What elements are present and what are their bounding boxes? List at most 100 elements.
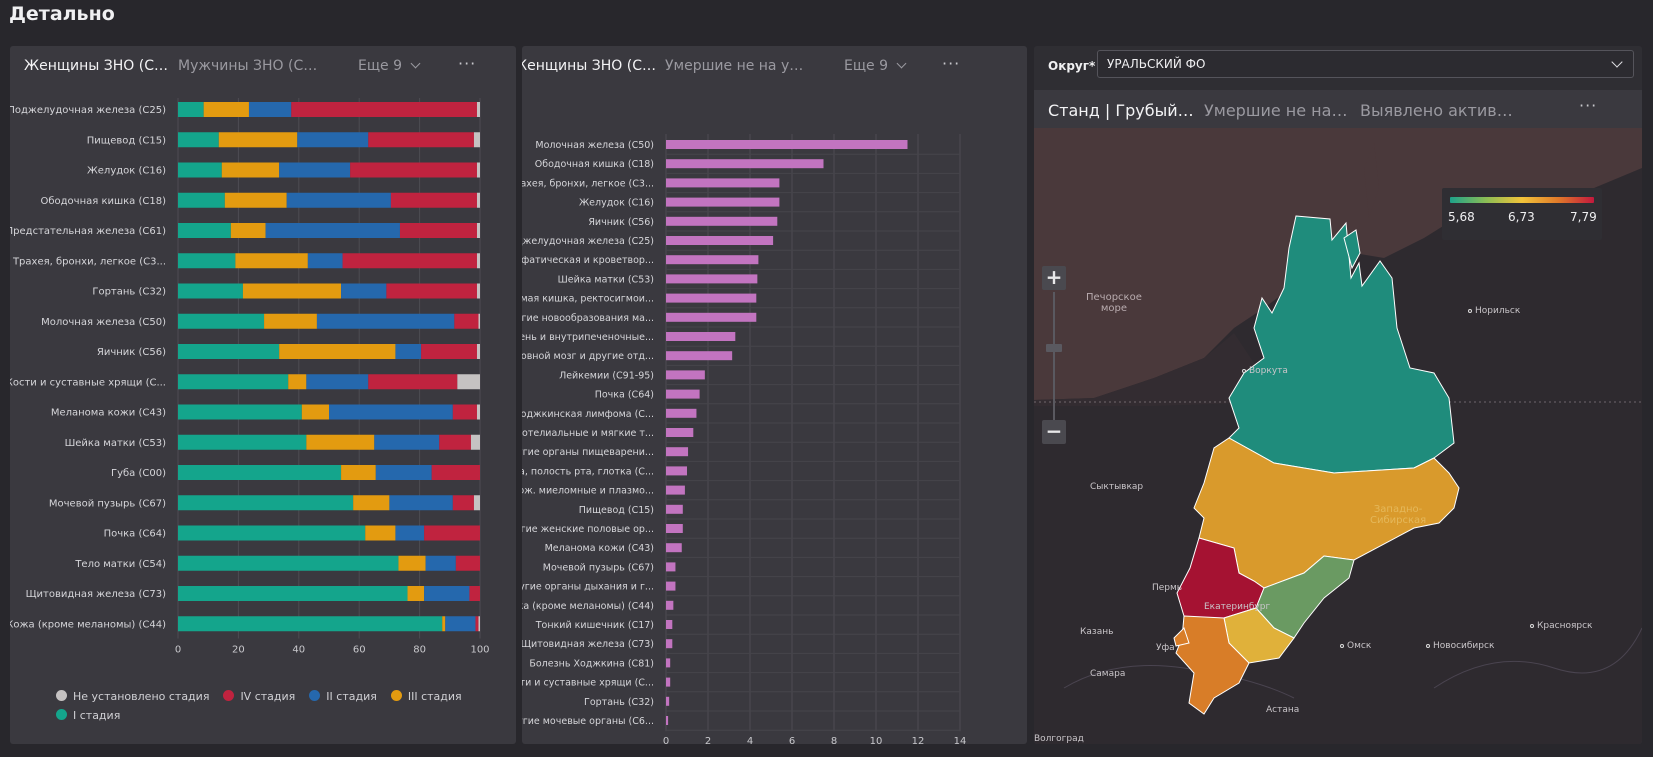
bar-segment[interactable] bbox=[398, 555, 426, 571]
legend-item[interactable]: III стадия bbox=[390, 690, 462, 703]
bar-segment[interactable] bbox=[368, 374, 458, 390]
zoom-out-button[interactable]: − bbox=[1042, 420, 1066, 444]
choropleth-map[interactable]: Печорское море Норильск Воркута Сыктывка… bbox=[1034, 128, 1642, 744]
bar-segment[interactable] bbox=[306, 374, 369, 390]
bar-segment[interactable] bbox=[476, 283, 480, 299]
legend-item[interactable]: IV стадия bbox=[223, 690, 295, 703]
bar-segment[interactable] bbox=[178, 253, 236, 269]
zoom-slider-handle[interactable] bbox=[1046, 344, 1062, 352]
bar[interactable] bbox=[666, 658, 671, 668]
bar-segment[interactable] bbox=[264, 313, 317, 329]
bar-segment[interactable] bbox=[445, 616, 476, 632]
tab-women-zno[interactable]: Женщины ЗНО (Стан... bbox=[522, 58, 658, 74]
bar-segment[interactable] bbox=[178, 586, 408, 601]
bar-segment[interactable] bbox=[386, 283, 477, 299]
bar-segment[interactable] bbox=[475, 616, 479, 632]
bar-segment[interactable] bbox=[476, 404, 480, 420]
bar-segment[interactable] bbox=[424, 525, 480, 541]
bar-segment[interactable] bbox=[286, 192, 391, 208]
bar-segment[interactable] bbox=[279, 162, 351, 178]
bar[interactable] bbox=[666, 639, 673, 649]
bar-segment[interactable] bbox=[407, 586, 425, 601]
bar[interactable] bbox=[666, 389, 700, 399]
bar[interactable] bbox=[666, 293, 757, 303]
bar-segment[interactable] bbox=[476, 344, 480, 359]
bar-segment[interactable] bbox=[442, 616, 446, 632]
bar-segment[interactable] bbox=[221, 162, 280, 178]
bar-segment[interactable] bbox=[341, 283, 387, 299]
bar-segment[interactable] bbox=[425, 555, 456, 571]
bar-segment[interactable] bbox=[473, 495, 480, 511]
bar-segment[interactable] bbox=[439, 434, 471, 450]
bar[interactable] bbox=[666, 677, 671, 687]
bar-segment[interactable] bbox=[353, 495, 390, 511]
bar-segment[interactable] bbox=[178, 223, 231, 238]
bar[interactable] bbox=[666, 370, 705, 380]
region-yamal-peninsula-part[interactable] bbox=[1343, 229, 1361, 270]
bar-segment[interactable] bbox=[178, 283, 243, 299]
bar-segment[interactable] bbox=[178, 404, 302, 420]
bar-segment[interactable] bbox=[279, 344, 396, 359]
bar-segment[interactable] bbox=[457, 374, 480, 390]
bar-segment[interactable] bbox=[178, 465, 342, 480]
bar-segment[interactable] bbox=[375, 465, 432, 480]
bar[interactable] bbox=[666, 562, 676, 572]
bar-segment[interactable] bbox=[203, 102, 249, 117]
bar-segment[interactable] bbox=[178, 102, 204, 117]
bar[interactable] bbox=[666, 312, 757, 322]
zoom-slider-track[interactable] bbox=[1053, 292, 1055, 420]
bar[interactable] bbox=[666, 620, 673, 629]
bar-segment[interactable] bbox=[476, 192, 480, 208]
bar-segment[interactable] bbox=[235, 253, 308, 269]
bar-segment[interactable] bbox=[469, 586, 480, 601]
bar-segment[interactable] bbox=[424, 586, 470, 601]
bar[interactable] bbox=[666, 178, 780, 188]
bar[interactable] bbox=[666, 351, 733, 361]
bar[interactable] bbox=[666, 581, 676, 591]
bar-segment[interactable] bbox=[473, 132, 480, 148]
bar-segment[interactable] bbox=[307, 253, 343, 269]
bar-segment[interactable] bbox=[178, 132, 219, 148]
bar-segment[interactable] bbox=[395, 525, 425, 541]
bar-segment[interactable] bbox=[452, 495, 474, 511]
bar-segment[interactable] bbox=[178, 344, 280, 359]
bar[interactable] bbox=[666, 332, 736, 341]
bar-segment[interactable] bbox=[476, 253, 480, 269]
bar-segment[interactable] bbox=[178, 374, 289, 390]
bar[interactable] bbox=[666, 197, 780, 207]
bar-segment[interactable] bbox=[329, 404, 453, 420]
zoom-in-button[interactable]: + bbox=[1042, 266, 1066, 290]
bar[interactable] bbox=[666, 485, 685, 495]
bar[interactable] bbox=[666, 255, 759, 265]
bar-segment[interactable] bbox=[452, 404, 477, 420]
bar-segment[interactable] bbox=[178, 192, 225, 208]
bar-segment[interactable] bbox=[178, 555, 399, 571]
bar-segment[interactable] bbox=[342, 253, 477, 269]
bar-segment[interactable] bbox=[224, 192, 287, 208]
bar-segment[interactable] bbox=[218, 132, 298, 148]
bar-segment[interactable] bbox=[178, 616, 443, 632]
region-chelyabinsk-part[interactable] bbox=[1173, 627, 1190, 647]
district-select[interactable]: УРАЛЬСКИЙ ФО bbox=[1097, 50, 1634, 78]
bar-segment[interactable] bbox=[368, 132, 474, 148]
bar-segment[interactable] bbox=[306, 434, 375, 450]
bar-segment[interactable] bbox=[478, 616, 480, 632]
bar-segment[interactable] bbox=[316, 313, 455, 329]
bar-segment[interactable] bbox=[476, 223, 480, 238]
more-horizontal-icon[interactable]: ··· bbox=[458, 54, 477, 73]
bar-segment[interactable] bbox=[455, 555, 480, 571]
bar[interactable] bbox=[666, 159, 824, 169]
bar-segment[interactable] bbox=[341, 465, 376, 480]
bar[interactable] bbox=[666, 216, 778, 226]
bar[interactable] bbox=[666, 408, 697, 418]
tab-men-zno[interactable]: Мужчины ЗНО (Стан... bbox=[178, 58, 324, 74]
bar[interactable] bbox=[666, 543, 682, 553]
bar[interactable] bbox=[666, 447, 689, 457]
bar-segment[interactable] bbox=[476, 102, 480, 117]
bar[interactable] bbox=[666, 236, 774, 245]
bar[interactable] bbox=[666, 466, 687, 476]
tab-detected-actively[interactable]: Выявлено активно мин... bbox=[1360, 101, 1520, 120]
bar-segment[interactable] bbox=[178, 162, 222, 178]
bar-segment[interactable] bbox=[399, 223, 477, 238]
bar-segment[interactable] bbox=[350, 162, 477, 178]
